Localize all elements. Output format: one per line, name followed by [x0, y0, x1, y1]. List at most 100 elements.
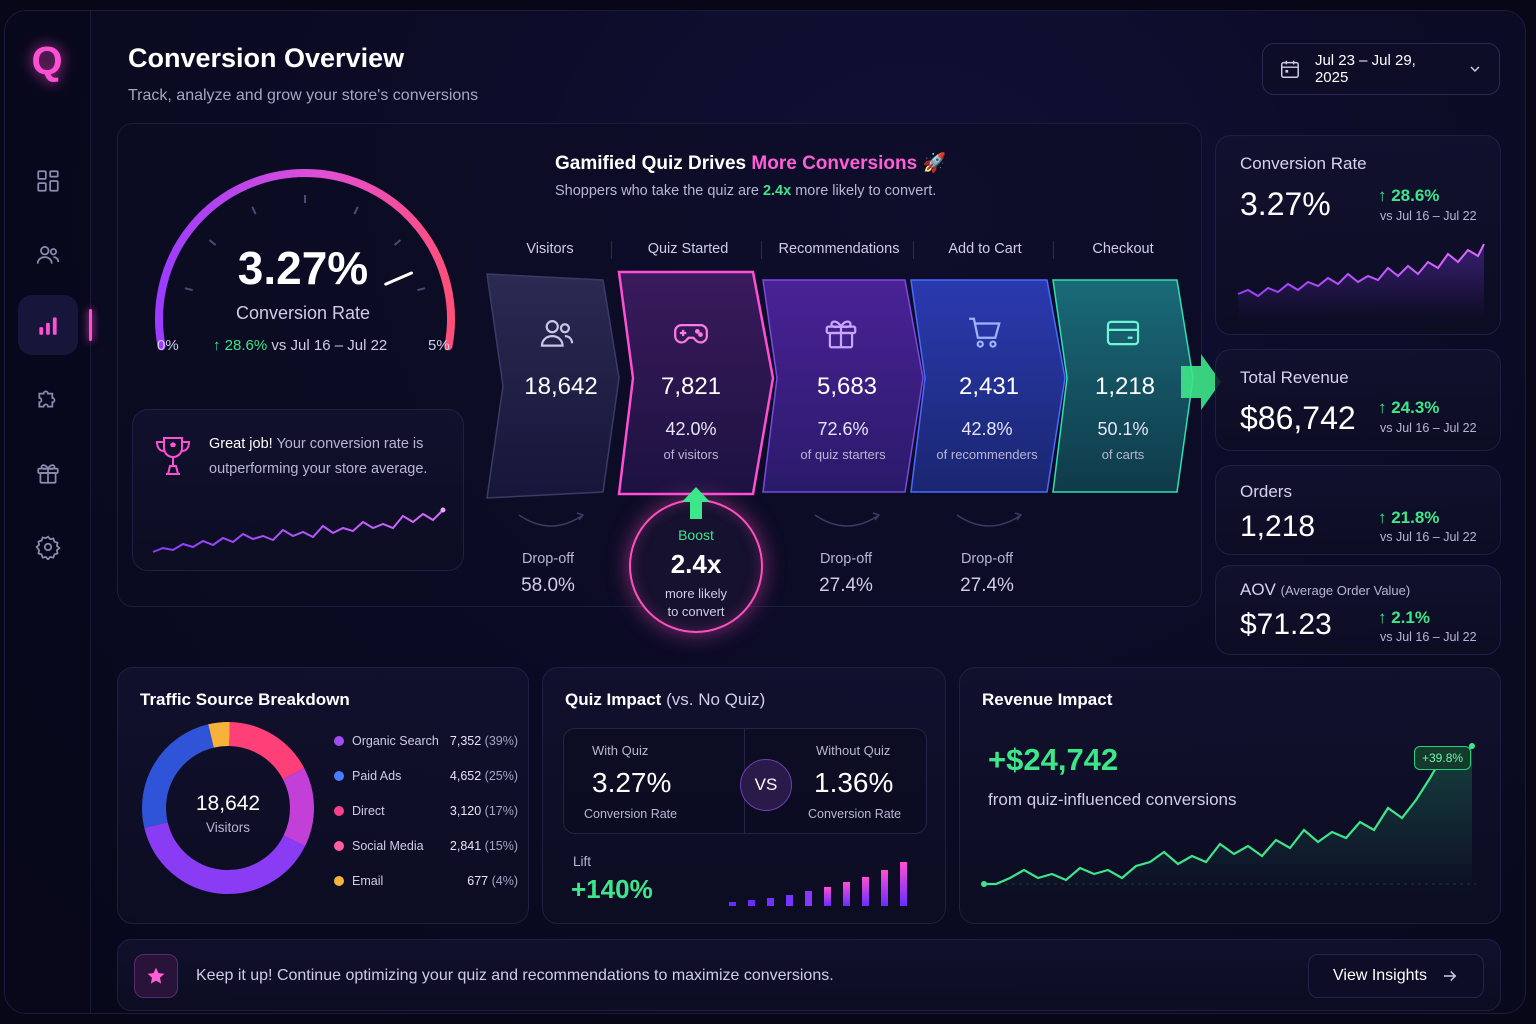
conversion-gauge: [155, 169, 455, 351]
legend-count: 7,352: [449, 734, 482, 748]
without-quiz-title: Without Quiz: [816, 743, 891, 758]
kpi-card-conversion-rate[interactable]: Conversion Rate 3.27% ↑ 28.6% vs Jul 16 …: [1215, 135, 1501, 335]
kpi-value: $71.23: [1240, 608, 1332, 641]
sidebar-item-rewards[interactable]: [18, 443, 78, 503]
funnel-sub-a: Shoppers who take the quiz are: [555, 183, 763, 199]
sidebar-item-users[interactable]: [18, 225, 78, 285]
page-title: Conversion Overview: [128, 43, 405, 73]
kpi-change: ↑ 24.3%: [1378, 398, 1440, 417]
kpi-change: ↑ 21.8%: [1378, 508, 1440, 527]
stage-value-quiz-started: 7,821: [660, 373, 722, 400]
view-insights-button[interactable]: View Insights: [1308, 954, 1484, 998]
quiz-comparison-box: With Quiz 3.27% Conversion Rate Without …: [563, 728, 927, 834]
kpi-value: $86,742: [1240, 400, 1356, 436]
donut-slice-organic-search[interactable]: [144, 821, 306, 894]
stage-label-checkout: Checkout: [1092, 241, 1154, 257]
legend-value: 4,652 (25%): [450, 769, 518, 783]
legend-name: Direct: [352, 804, 385, 818]
stage-label-visitors: Visitors: [526, 241, 574, 257]
gauge-tick: [417, 287, 426, 292]
great-job-body: Your conversion rate is outperforming yo…: [209, 436, 428, 477]
sidebar-item-integrations[interactable]: [18, 369, 78, 429]
traffic-donut-chart: [142, 722, 314, 894]
stage-value-recommendations: 5,683: [816, 373, 878, 400]
lift-bar: [729, 902, 736, 906]
legend-pct: (17%): [484, 804, 518, 818]
lift-bar: [805, 891, 812, 906]
legend-count: 4,652: [449, 769, 482, 783]
star-badge: [134, 954, 178, 998]
stage-label-recommendations: Recommendations: [778, 241, 900, 257]
cart-icon: [969, 317, 1001, 348]
date-range-picker[interactable]: Jul 23 – Jul 29, 2025: [1262, 43, 1500, 95]
gauge-value: 3.27%: [237, 242, 369, 294]
stage-icon-recommendations: [771, 314, 911, 354]
stage-icon-checkout: [1053, 314, 1193, 354]
funnel-sub-c: more likely to convert.: [791, 183, 937, 199]
app-logo[interactable]: Q: [31, 39, 63, 83]
credit-card-icon: [1106, 320, 1140, 346]
gauge-tick: [208, 239, 217, 246]
donut-total-label: Visitors: [205, 820, 250, 835]
funnel-stage-add-to-cart[interactable]: [910, 279, 1066, 493]
dropoff-value: 58.0%: [521, 575, 575, 596]
legend-pct: (15%): [484, 839, 518, 853]
users-icon: [36, 246, 60, 264]
donut-slice-email[interactable]: [208, 722, 230, 748]
lift-value: +140%: [571, 874, 653, 904]
dropoff-label: Drop-off: [960, 551, 1014, 567]
sidebar-item-analytics[interactable]: [18, 295, 92, 355]
kpi-value: 3.27%: [1240, 186, 1331, 222]
kpi-card-aov[interactable]: AOV (Average Order Value) $71.23 ↑ 2.1% …: [1215, 565, 1501, 655]
dropoff-value: 27.4%: [960, 575, 1014, 596]
legend-item: Direct 3,120 (17%): [334, 804, 518, 818]
dropoff-value: 27.4%: [819, 575, 873, 596]
sidebar: Q: [5, 11, 92, 1013]
footer-tip-bar: Keep it up! Continue optimizing your qui…: [117, 939, 1501, 1011]
lift-bar: [748, 900, 755, 906]
stage-separator: [761, 241, 762, 259]
legend-name: Email: [352, 874, 384, 888]
gauge-max-label: 5%: [428, 337, 450, 354]
view-insights-label: View Insights: [1333, 967, 1427, 984]
funnel-stage-visitors[interactable]: [486, 273, 620, 499]
donut-slice-paid-ads[interactable]: [142, 724, 215, 828]
trophy-icon: [155, 437, 191, 475]
legend-item: Email 677 (4%): [334, 874, 518, 888]
sidebar-item-dashboard[interactable]: [18, 151, 78, 211]
legend-value: 2,841 (15%): [450, 839, 518, 853]
funnel-stage-checkout[interactable]: [1052, 279, 1194, 493]
boost-sub-line1: more likely: [664, 586, 728, 601]
stage-label-add-to-cart: Add to Cart: [948, 241, 1022, 257]
legend-name: Organic Search: [352, 734, 439, 748]
kpi-compare: vs Jul 16 – Jul 22: [1380, 421, 1477, 435]
funnel-title-a: Gamified Quiz Drives: [555, 153, 752, 174]
stage-separator: [611, 241, 612, 259]
legend-dot: [334, 736, 344, 746]
sidebar-item-settings[interactable]: [18, 517, 78, 577]
kpi-card-orders[interactable]: Orders 1,218 ↑ 21.8% vs Jul 16 – Jul 22: [1215, 465, 1501, 555]
legend-value: 677 (4%): [467, 874, 518, 888]
funnel-title: Gamified Quiz Drives More Conversions 🚀: [555, 151, 946, 175]
donut-slice-social-media[interactable]: [282, 768, 314, 847]
kpi-card-total-revenue[interactable]: Total Revenue $86,742 ↑ 24.3% vs Jul 16 …: [1215, 349, 1501, 451]
dropoff-arc: [518, 512, 585, 527]
great-job-lead: Great job!: [209, 436, 273, 452]
with-quiz-title: With Quiz: [592, 743, 649, 758]
stage-of-add-to-cart: of recommenders: [936, 447, 1038, 462]
bar-chart-icon: [39, 317, 57, 335]
donut-slice-direct[interactable]: [228, 722, 305, 780]
funnel-stage-recommendations[interactable]: [762, 279, 924, 493]
arrow-right-icon: [1443, 970, 1457, 982]
funnel-stage-quiz-started[interactable]: [617, 270, 775, 496]
panel-title: Traffic Source Breakdown: [140, 690, 350, 709]
funnel-subtitle: Shoppers who take the quiz are 2.4x more…: [555, 183, 936, 199]
users-icon: [540, 320, 574, 347]
gauge-label: Conversion Rate: [235, 303, 371, 323]
lift-bar: [900, 862, 907, 906]
great-job-text: Great job! Your conversion rate is outpe…: [209, 432, 439, 482]
revenue-impact-panel: Revenue Impact +$24,742 from quiz-influe…: [959, 667, 1501, 924]
lift-bar: [786, 895, 793, 906]
legend-pct: (39%): [484, 734, 518, 748]
kpi-title: Orders: [1240, 482, 1292, 501]
